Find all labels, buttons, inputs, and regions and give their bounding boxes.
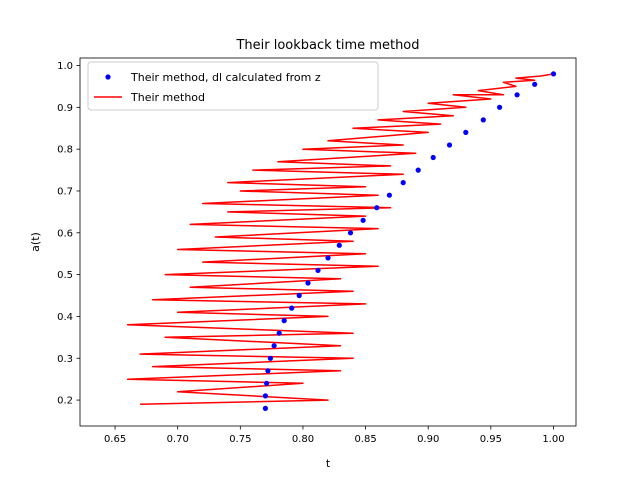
data-point [315,267,321,273]
data-point [360,217,366,223]
data-point [532,81,538,87]
data-point [430,154,436,161]
data-point [276,330,282,336]
series-line-1 [126,73,554,406]
data-point [514,92,520,98]
data-point [267,355,273,361]
data-point [325,255,331,261]
data-point [374,205,380,211]
x-tick-label: 0.65 [104,434,126,445]
y-tick-label: 0.7 [57,186,73,197]
data-point [305,280,311,286]
data-point [271,343,277,349]
x-tick-label: 0.90 [417,434,439,445]
legend: Their method, dl calculated from z Their… [87,61,379,111]
x-tick-label: 0.80 [292,434,314,445]
data-point [446,142,453,148]
y-tick-label: 0.5 [57,270,73,281]
data-point [281,318,287,324]
legend-frame [87,61,379,111]
axes: 0.65 0.70 0.75 0.80 0.85 0.90 0.95 1.00 0.2 0.3 0.… [57,57,577,445]
data-point [415,167,421,173]
y-tick-label: 0.9 [57,103,73,114]
x-tick-label: 0.75 [229,434,251,445]
legend-entry-line: Their method [130,91,205,104]
legend-marker-points [105,74,111,80]
data-point [400,180,406,186]
x-tick-label: 0.85 [354,434,376,445]
data-point [550,71,557,77]
y-axis-label: a(t) [29,232,42,252]
y-tick-label: 0.4 [57,312,73,323]
data-point [463,129,469,135]
y-tick-label: 0.8 [57,145,73,156]
data-point [262,405,268,411]
x-tick-label: 1.00 [542,434,564,445]
plot-area [126,71,557,411]
data-point [264,380,270,386]
y-tick-label: 0.3 [57,354,73,365]
data-point [497,104,503,110]
data-point [296,292,302,299]
y-tick-label: 0.6 [57,228,73,239]
data-point [262,393,268,399]
y-tick-label: 0.2 [57,396,73,407]
data-point [265,368,271,374]
data-point [336,242,342,248]
axes-frame [79,57,577,427]
data-point [289,305,295,311]
x-axis-label: t [326,457,331,470]
chart-title: Their lookback time method [235,38,419,53]
x-tick-label: 0.95 [480,434,502,445]
data-point [480,117,486,123]
legend-entry-points: Their method, dl calculated from z [130,71,321,84]
data-point [347,230,354,236]
data-point [386,192,392,198]
x-tick-label: 0.70 [167,434,189,445]
y-tick-label: 1.0 [57,61,73,72]
